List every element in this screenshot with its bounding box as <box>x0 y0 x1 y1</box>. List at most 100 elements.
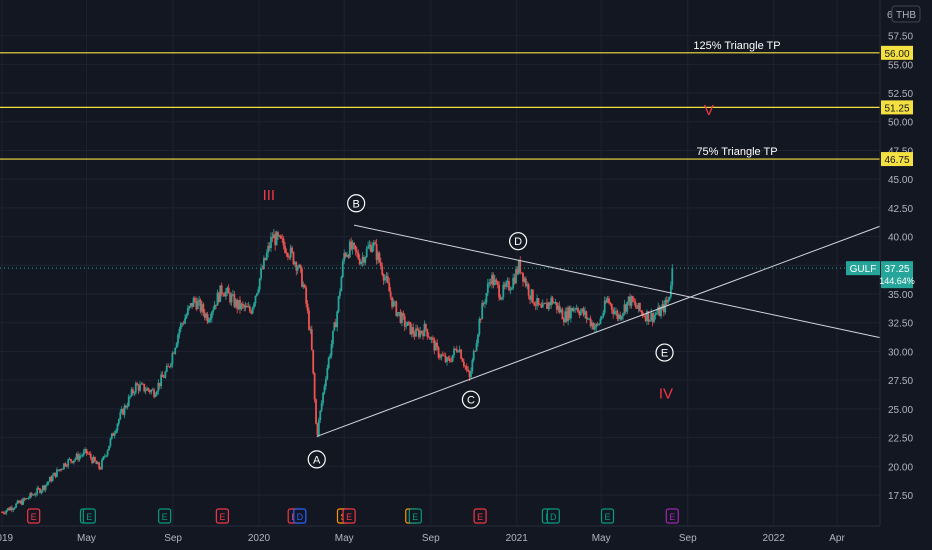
currency-badge-frame[interactable] <box>891 5 921 23</box>
candle-body <box>423 324 426 337</box>
candle-body <box>74 458 77 461</box>
candle-body <box>498 284 500 298</box>
event-marker[interactable] <box>293 508 307 524</box>
wave-label: A <box>313 454 321 466</box>
event-marker[interactable] <box>27 508 41 524</box>
candle-body <box>48 476 51 482</box>
candle-body <box>177 334 179 344</box>
candle-body <box>260 268 263 279</box>
candle-body <box>408 321 410 323</box>
candle-body <box>496 281 499 285</box>
time-tick: May <box>335 533 354 544</box>
currency-badge[interactable]: THB <box>896 10 916 21</box>
candle-body <box>474 351 477 352</box>
candle-body <box>457 351 460 353</box>
candle-body <box>610 303 613 310</box>
candle-body <box>322 392 324 403</box>
candle-body <box>653 315 655 322</box>
candle-body <box>657 306 660 314</box>
horizontal-levels[interactable]: 125% Triangle TP 75% Triangle TP <box>0 40 880 160</box>
candle-body <box>12 508 15 511</box>
candle-body <box>206 313 209 323</box>
time-tick: Sep <box>422 533 440 544</box>
candle-body <box>130 389 133 397</box>
candle-body <box>222 293 224 295</box>
triangle-lower[interactable] <box>316 225 881 437</box>
candle-body <box>644 316 647 321</box>
event-marker[interactable] <box>82 508 96 524</box>
candle-body <box>54 472 57 477</box>
candle-body <box>157 382 160 392</box>
candle-body <box>584 311 586 315</box>
candle-body <box>44 485 47 490</box>
candle-body <box>163 377 165 378</box>
candle-body <box>429 337 431 340</box>
candle-body <box>637 303 640 309</box>
candle-body <box>17 500 20 504</box>
candle-body <box>289 247 292 258</box>
event-markers[interactable]: EDEEEEDSEDEEEDEE <box>27 508 679 524</box>
symbol-label: GULF <box>850 264 877 275</box>
candle-body <box>534 305 537 307</box>
candle-body <box>86 453 89 454</box>
event-marker[interactable] <box>665 508 679 524</box>
candle-body <box>143 383 146 392</box>
event-marker[interactable] <box>342 508 356 524</box>
candle-body <box>502 284 505 298</box>
candle-body <box>34 494 37 496</box>
candle-body <box>669 285 672 297</box>
candle-body <box>399 312 402 323</box>
candle-body <box>332 330 334 345</box>
event-marker[interactable] <box>408 508 422 524</box>
candle-body <box>619 314 622 320</box>
candle-body <box>63 463 65 469</box>
candle-body <box>654 314 657 316</box>
candle-body <box>139 384 141 391</box>
event-marker[interactable] <box>158 508 172 524</box>
candle-body <box>646 311 648 321</box>
candle-body <box>3 513 6 514</box>
candle-body <box>636 306 638 309</box>
candle-body <box>574 308 577 310</box>
wave-labels: A B C D E III IV V <box>263 102 714 469</box>
candle-body <box>272 234 275 239</box>
candle-body <box>286 253 289 257</box>
event-marker[interactable] <box>546 508 560 524</box>
candle-body <box>529 295 531 300</box>
candle-body <box>26 498 29 500</box>
candle-body <box>254 295 257 304</box>
event-marker[interactable] <box>473 508 487 524</box>
time-axis[interactable]: 2019 May Sep 2020 May Sep 2021 May Sep 2022 Apr <box>0 525 932 550</box>
triangle-upper[interactable] <box>353 224 881 339</box>
candle-body <box>109 438 112 446</box>
wave-label: B <box>352 198 359 210</box>
candle-body <box>60 469 63 470</box>
symbol-badge[interactable] <box>846 261 880 276</box>
price-tick: 27.50 <box>888 376 913 387</box>
candle-body <box>434 342 437 351</box>
event-marker[interactable] <box>215 508 229 524</box>
candle-body <box>462 361 465 367</box>
candle-body <box>68 458 71 460</box>
candle-body <box>592 322 595 330</box>
candle-body <box>179 323 182 329</box>
candle-body <box>381 266 384 275</box>
grid <box>0 0 880 526</box>
candle-body <box>448 358 451 362</box>
degree-label: IV <box>659 386 673 403</box>
candle-body <box>225 291 227 297</box>
candle-body <box>148 390 151 393</box>
candle-body <box>622 313 624 317</box>
candle-body <box>464 366 467 367</box>
candle-body <box>301 268 303 287</box>
wave-circle <box>655 343 674 362</box>
candle-body <box>560 309 562 313</box>
candle-body <box>70 458 72 462</box>
event-marker[interactable] <box>600 508 615 524</box>
candle-body <box>188 306 191 309</box>
candle-body <box>291 247 293 253</box>
level-price-badge <box>881 100 913 115</box>
trendlines[interactable] <box>316 224 881 437</box>
candle-body <box>522 272 524 282</box>
